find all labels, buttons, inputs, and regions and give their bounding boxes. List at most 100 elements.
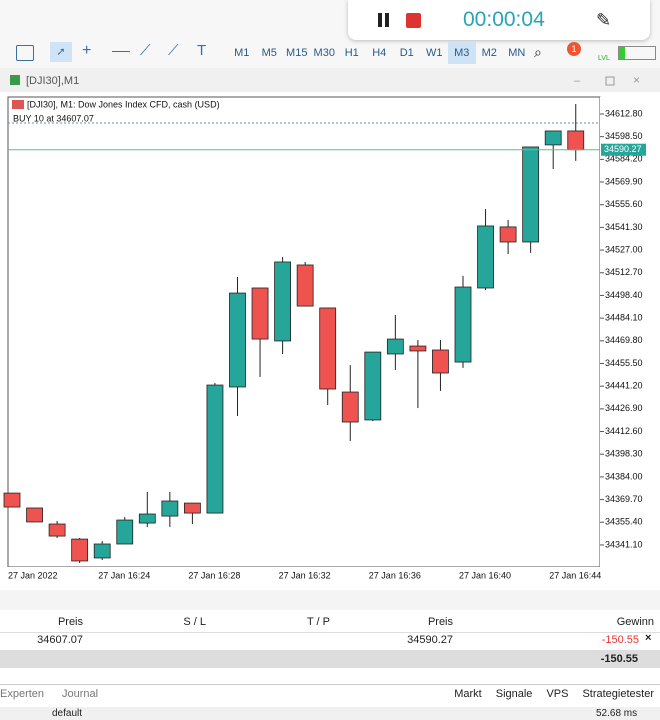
status-ping: 52.68 ms	[596, 708, 638, 719]
y-tick-label: 34355.40	[605, 517, 643, 527]
y-tick-label: 34398.30	[605, 449, 643, 459]
tab[interactable]: Strategietester	[582, 688, 654, 700]
tab[interactable]: Signale	[495, 688, 533, 700]
candle-body	[477, 225, 494, 289]
tab[interactable]: Experten	[0, 688, 45, 700]
crosshair-tool[interactable]: +	[82, 42, 92, 59]
y-tick-label: 34512.70	[605, 267, 643, 277]
timeframes: M1 M5 M15 M30 H1 H4 D1 W1 M3 M2 MN	[228, 42, 531, 64]
screenshot-tool[interactable]	[16, 45, 34, 61]
timeframe-button[interactable]: M5	[261, 47, 277, 59]
level-bar	[618, 46, 656, 60]
candle-body	[454, 286, 472, 363]
candle-body	[432, 349, 449, 374]
recorder: 00:00:04 ✎	[348, 0, 650, 40]
y-tick-label: 34527.00	[605, 244, 643, 254]
pause-button[interactable]	[378, 13, 382, 27]
tabs-left: Experten Journal	[0, 688, 98, 700]
timeframe-button[interactable]: H4	[372, 47, 387, 59]
timeframe-button[interactable]: M15	[286, 47, 308, 59]
y-tick-label: 34341.10	[605, 539, 643, 549]
timeframe-button[interactable]: M3	[448, 42, 476, 64]
minimize[interactable]: –	[574, 75, 581, 87]
y-tick-label: 34369.70	[605, 494, 643, 504]
header-border	[0, 632, 660, 633]
maximize[interactable]	[605, 76, 615, 86]
notification-badge[interactable]: 1	[567, 42, 581, 56]
candle-body	[499, 226, 517, 243]
y-tick-label: 34455.50	[605, 358, 643, 368]
search[interactable]: ⌕	[534, 44, 542, 60]
candle-body	[296, 264, 314, 307]
timeframe-button[interactable]: M30	[313, 47, 335, 59]
candle-body	[48, 523, 66, 537]
chart-area: [DJI30],M1 – × [DJI30], M1: Dow Jones In…	[0, 68, 660, 587]
y-tick-label: 34412.60	[605, 426, 643, 436]
candle-body	[274, 261, 292, 342]
candle-body	[364, 351, 382, 421]
candle-body	[341, 391, 359, 423]
timeframe-button[interactable]: D1	[399, 47, 414, 59]
x-tick-label: 27 Jan 16:36	[369, 570, 421, 580]
y-tick-label: 34384.00	[605, 471, 643, 481]
trade-label: BUY 10 at 34607.07	[13, 113, 94, 123]
candle-body	[116, 519, 134, 545]
timeframe-button[interactable]: W1	[426, 47, 443, 59]
candle-body	[206, 384, 224, 514]
y-tick-label: 34498.40	[605, 290, 643, 300]
candle-body	[567, 130, 585, 151]
scrollbar[interactable]	[0, 590, 660, 610]
text-tool[interactable]: T	[197, 42, 207, 59]
column-header: Gewinn	[616, 616, 654, 628]
current-price-box	[601, 143, 646, 156]
tab[interactable]: Markt	[454, 688, 482, 700]
candle-body	[183, 502, 201, 514]
candle-body	[251, 287, 269, 340]
stop-button[interactable]	[406, 13, 421, 28]
tab[interactable]: Journal	[62, 688, 99, 700]
timeframe-button[interactable]: M1	[234, 47, 250, 59]
y-tick-label: 34569.90	[605, 176, 643, 186]
channel-tool[interactable]: ⟋	[168, 42, 179, 59]
trendline-tool[interactable]: ⟋	[140, 42, 151, 59]
pen-button[interactable]: ✎	[596, 10, 612, 30]
window-titlebar	[0, 68, 660, 92]
x-tick-label: 27 Jan 16:44	[549, 570, 601, 580]
candle-body	[319, 307, 337, 390]
x-tick-label: 27 Jan 16:32	[279, 570, 331, 580]
cursor-tool[interactable]: ➚	[50, 42, 72, 62]
y-tick-label: 34441.20	[605, 381, 643, 391]
close-position[interactable]: ×	[645, 632, 652, 644]
y-tick-label: 34598.50	[605, 131, 643, 141]
x-tick-label: 27 Jan 16:40	[459, 570, 511, 580]
current-price-label: 34590.27	[604, 144, 642, 154]
window-icon	[10, 75, 20, 85]
timeframe-button[interactable]: MN	[508, 47, 526, 59]
column-header: T / P	[306, 616, 330, 628]
y-tick-label: 34484.10	[605, 312, 643, 322]
y-tick-label: 34584.20	[605, 154, 643, 164]
tabs-right: Markt Signale VPS Strategietester	[454, 688, 654, 700]
time-axis	[0, 567, 660, 587]
candle-body	[26, 507, 43, 523]
total-row	[0, 650, 660, 668]
candle-body	[161, 500, 179, 517]
candle-body	[229, 292, 246, 388]
column-header: Preis	[57, 616, 83, 628]
table-cell: -150.55	[601, 634, 639, 646]
close-window[interactable]: ×	[633, 73, 640, 87]
info-line: [DJI30], M1: Dow Jones Index CFD, cash (…	[27, 99, 220, 109]
timeframe-button[interactable]: H1	[344, 47, 359, 59]
y-tick-label: 34612.80	[605, 108, 643, 118]
candle-body	[522, 146, 540, 243]
table-cell: 34607.07	[37, 634, 83, 646]
tab[interactable]: VPS	[546, 688, 569, 700]
y-tick-label: 34541.30	[605, 222, 643, 232]
level: LVL	[598, 55, 610, 62]
timeframe-button[interactable]: M2	[481, 47, 497, 59]
total-profit: -150.55	[600, 653, 638, 665]
hline-tool[interactable]	[112, 51, 130, 52]
timer: 00:00:04	[463, 8, 545, 31]
candle-body	[93, 543, 111, 559]
y-tick-label: 34555.60	[605, 199, 643, 209]
